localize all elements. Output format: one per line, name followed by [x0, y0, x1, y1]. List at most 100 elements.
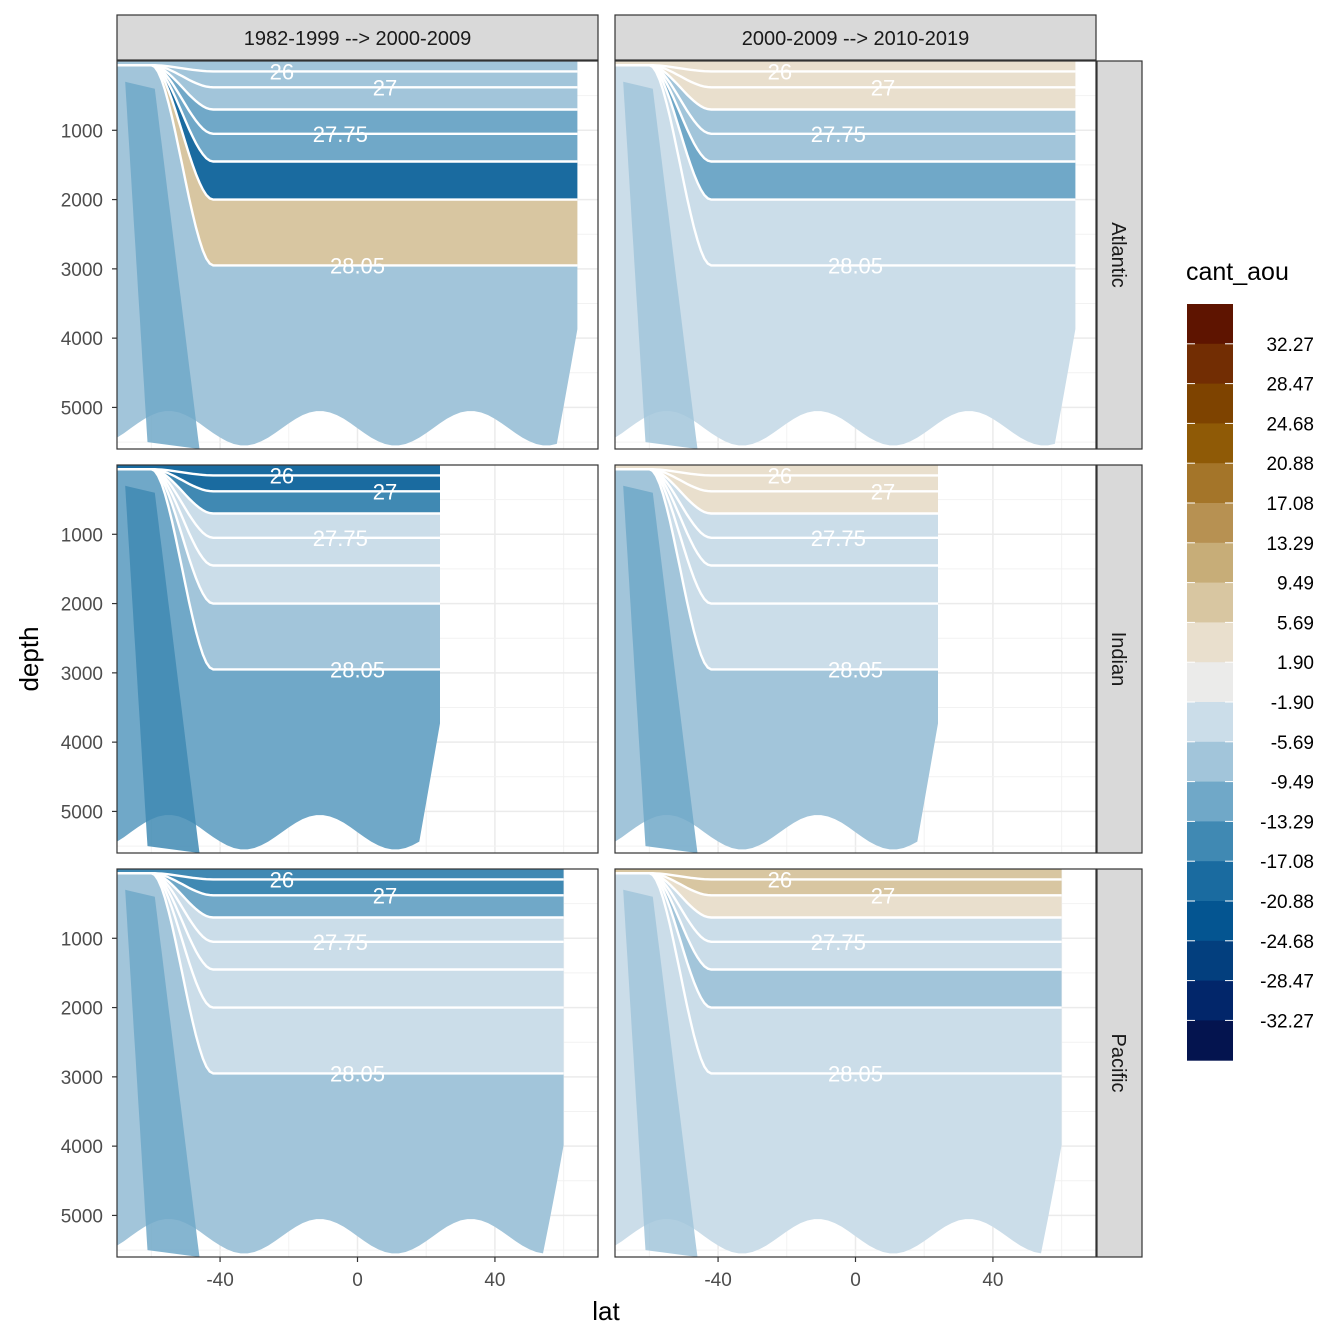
isopycnal-label: 28.05	[828, 657, 883, 682]
legend-swatch	[1187, 980, 1233, 1021]
contour-band-3	[117, 65, 578, 134]
isopycnal-line	[117, 468, 440, 605]
isopycnal-line	[117, 872, 564, 1075]
contour-band-0	[615, 869, 1062, 880]
contour-band-6	[117, 469, 440, 670]
legend-colorbar	[1187, 304, 1233, 1061]
isopycnal-label: 28.05	[828, 1061, 883, 1086]
col-strip-1-label: 2000-2009 --> 2010-2019	[742, 28, 969, 50]
isopycnal-line	[117, 64, 578, 163]
legend-swatch	[1187, 463, 1233, 504]
isopycnal-line	[615, 468, 938, 493]
isopycnal-label: 27.75	[313, 122, 368, 147]
legend-swatch	[1187, 662, 1233, 703]
contour-band-1	[615, 65, 1076, 88]
contour-band-3	[117, 469, 440, 538]
legend-label: 5.69	[1277, 613, 1314, 634]
isopycnal-label: 27.75	[811, 526, 866, 551]
isopycnal-line	[117, 468, 440, 671]
contour-band-3	[615, 65, 1076, 134]
legend-label: -20.88	[1260, 892, 1314, 913]
isopycnal-label: 28.05	[828, 253, 883, 278]
legend-swatch	[1187, 304, 1233, 345]
legend-swatch	[1187, 423, 1233, 464]
y-tick-label: 3000	[61, 664, 103, 685]
axes: 1000200030004000500010002000300040005000…	[61, 121, 1004, 1291]
row-strip-atlantic-label: Atlantic	[1107, 222, 1129, 288]
isopycnal-label: 27.75	[313, 930, 368, 955]
isopycnal-line	[615, 872, 1062, 1009]
isopycnal-label: 28.05	[330, 253, 385, 278]
isopycnal-line	[615, 64, 1076, 163]
legend-label: 13.29	[1266, 534, 1314, 555]
isopycnal-line	[615, 64, 1076, 111]
row-strip-pacific: Pacific	[1096, 868, 1143, 1258]
isopycnal-line	[117, 468, 440, 493]
isopycnal-label: 28.05	[330, 1061, 385, 1086]
contour-band-6	[615, 65, 1076, 266]
contour-band-7	[117, 65, 578, 446]
legend-label: 9.49	[1277, 574, 1314, 595]
legend-swatch	[1187, 1020, 1233, 1061]
legend-swatch	[1187, 702, 1233, 743]
contour-band-7	[117, 873, 564, 1254]
isopycnal-line	[117, 872, 564, 943]
legend-label: 20.88	[1266, 454, 1314, 475]
y-tick-label: 2000	[61, 191, 103, 212]
legend: cant_aou 32.27 28.47 24.68 20.88 17.08 13.29 9…	[1186, 258, 1314, 1061]
panel-border	[614, 60, 1097, 450]
contour-band-southern	[623, 485, 698, 853]
isopycnal-label: 26	[768, 867, 792, 892]
contour-band-0	[117, 869, 564, 880]
panels: 262727.7528.05262727.7528.05262727.7528.…	[116, 59, 1097, 1258]
isopycnal-line	[117, 64, 578, 73]
legend-swatch	[1187, 622, 1233, 663]
isopycnal-line	[117, 64, 578, 267]
legend-label: 32.27	[1266, 335, 1314, 356]
contour-band-4	[117, 65, 578, 162]
isopycnal-label: 27	[373, 75, 397, 100]
isopycnal-line	[117, 872, 564, 881]
isopycnal-label: 26	[768, 59, 792, 84]
contour-band-6	[117, 873, 564, 1074]
isopycnal-line	[117, 872, 564, 1009]
isopycnal-label: 27.75	[811, 930, 866, 955]
x-tick-label: -40	[704, 1270, 731, 1291]
contour-band-5	[615, 469, 938, 604]
isopycnal-line	[615, 64, 1076, 267]
contour-band-3	[615, 873, 1062, 942]
contour-band-southern	[623, 889, 698, 1257]
isopycnal-line	[117, 468, 440, 539]
isopycnal-line	[615, 64, 1076, 201]
isopycnal-line	[615, 872, 1062, 919]
isopycnal-line	[117, 64, 578, 135]
legend-label: 24.68	[1266, 414, 1314, 435]
contour-band-4	[615, 469, 938, 566]
isopycnal-line	[615, 468, 938, 515]
y-tick-label: 4000	[61, 329, 103, 350]
y-tick-label: 2000	[61, 999, 103, 1020]
contour-band-4	[615, 873, 1062, 970]
contour-band-1	[117, 873, 564, 896]
row-strip-pacific-label: Pacific	[1107, 1034, 1129, 1093]
legend-labels: 32.27 28.47 24.68 20.88 17.08 13.29 9.49 5.69 1.…	[1260, 335, 1314, 1033]
row-strip-indian-label: Indian	[1107, 632, 1129, 687]
contour-band-4	[117, 873, 564, 970]
isopycnal-label: 26	[270, 59, 294, 84]
contour-band-3	[117, 873, 564, 942]
isopycnal-line	[615, 872, 1062, 1075]
x-tick-label: 0	[352, 1270, 363, 1291]
y-tick-label: 4000	[61, 733, 103, 754]
isopycnal-line	[117, 64, 578, 201]
contour-band-southern	[623, 81, 698, 449]
